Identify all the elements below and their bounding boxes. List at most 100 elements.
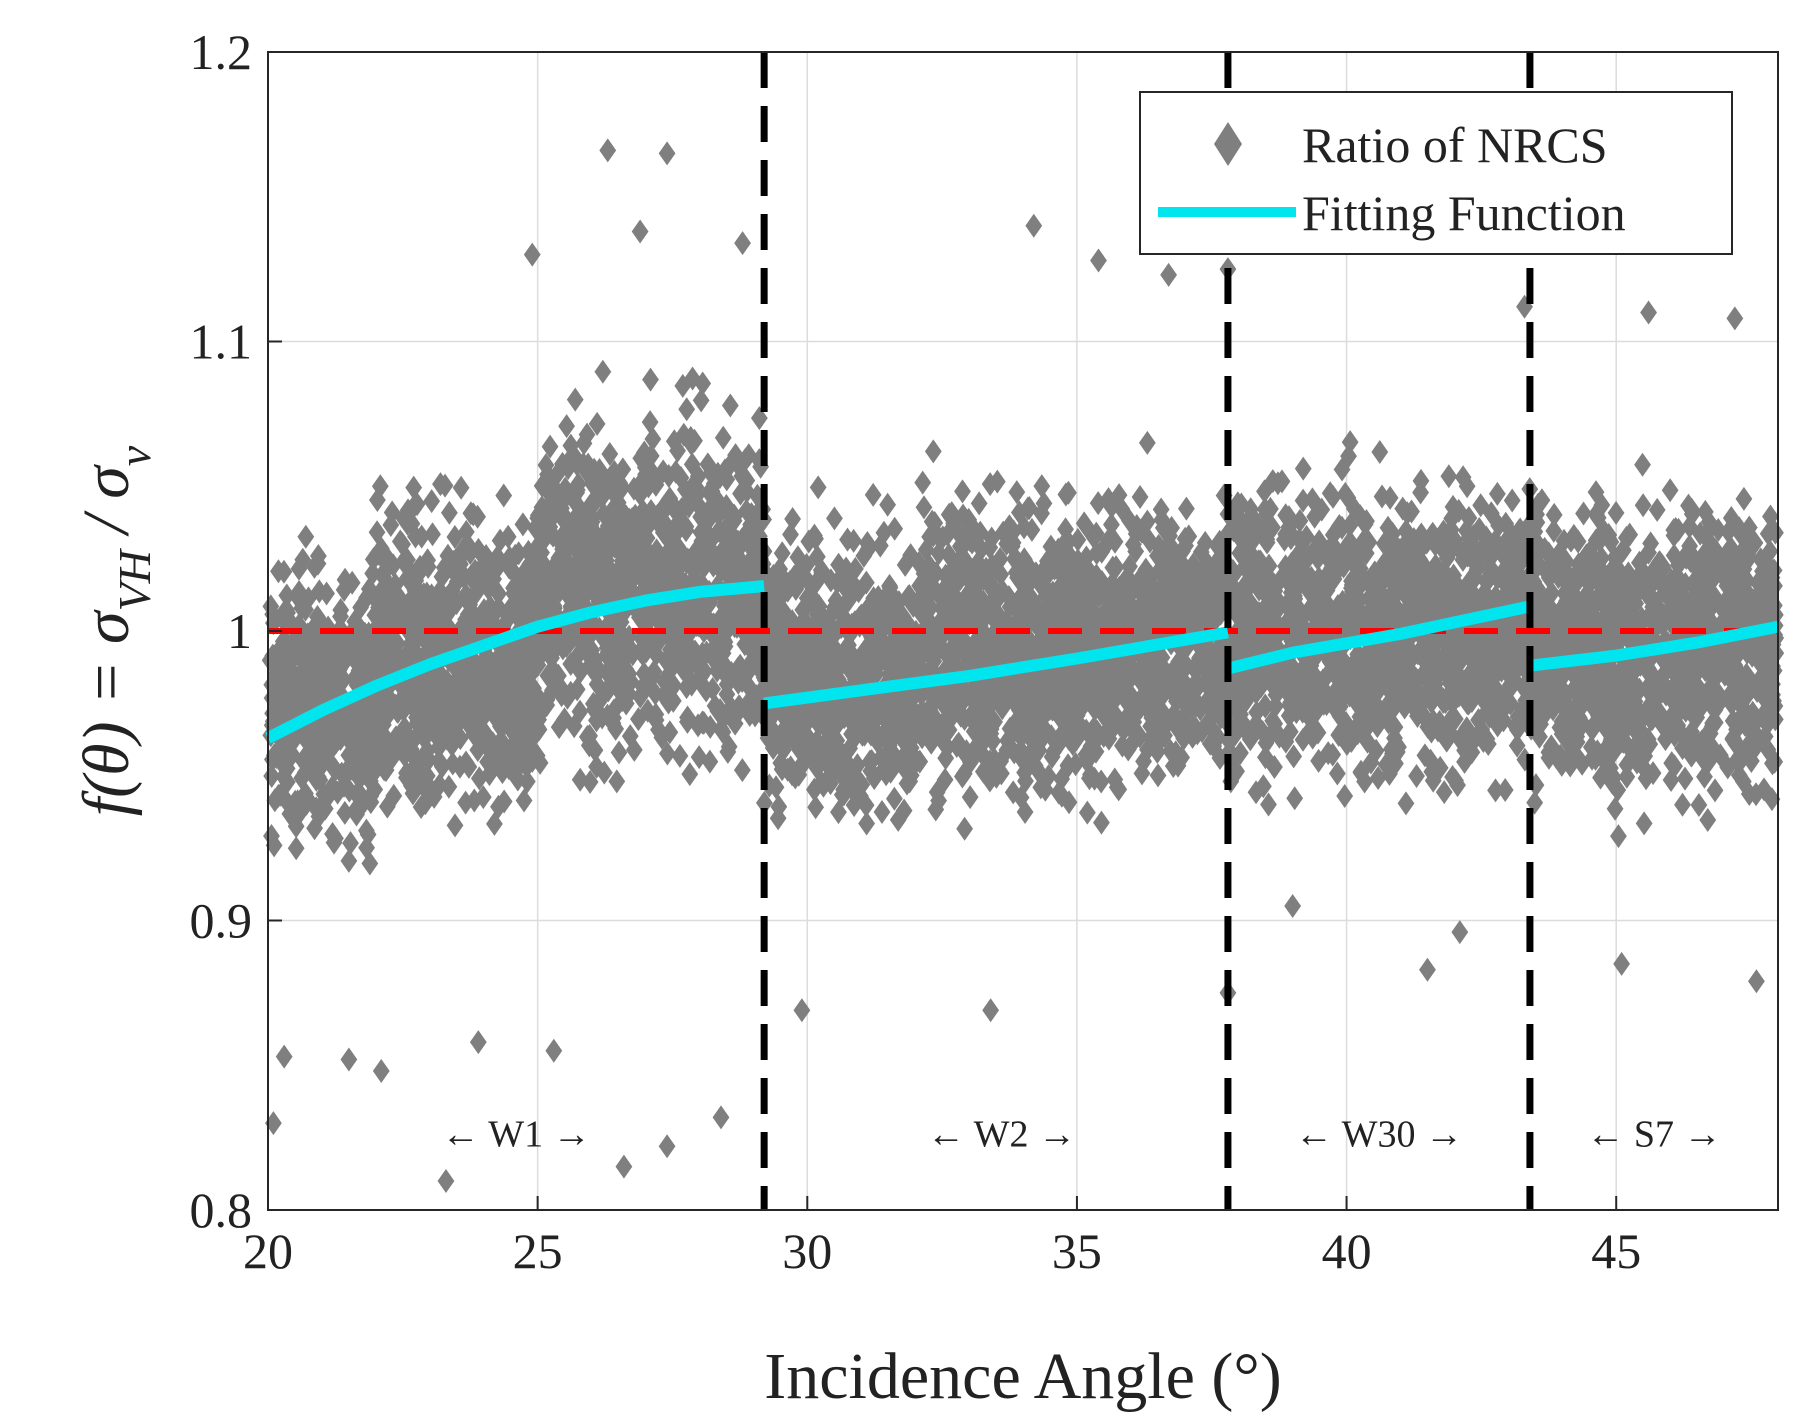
scatter-point-228 — [348, 782, 365, 807]
scatter-point-2032 — [618, 563, 636, 588]
scatter-point-1824 — [679, 709, 696, 734]
scatter-point-455 — [270, 559, 287, 584]
scatter-point-370 — [306, 725, 324, 750]
scatter-point-3743 — [1122, 733, 1140, 758]
scatter-point-2100 — [737, 555, 754, 580]
scatter-point-3970 — [1180, 524, 1198, 549]
scatter-point-799 — [481, 551, 498, 576]
scatter-point-4900 — [1256, 479, 1273, 504]
scatter-point-2136 — [807, 795, 825, 820]
scatter-point-4060 — [1022, 641, 1040, 666]
scatter-point-2669 — [806, 523, 823, 548]
scatter-point-2311 — [782, 522, 799, 547]
scatter-point-2080 — [599, 703, 616, 728]
scatter-point-1021 — [458, 531, 476, 556]
scatter-point-1102 — [433, 754, 451, 779]
scatter-point-1688 — [671, 743, 689, 768]
scatter-point-3988 — [1081, 675, 1099, 700]
scatter-point-351 — [277, 788, 295, 813]
scatter-point-380 — [306, 816, 323, 841]
scatter-point-4372 — [1435, 780, 1453, 805]
scatter-point-3949 — [962, 583, 980, 608]
scatter-point-3406 — [936, 767, 954, 792]
scatter-point-3762 — [1187, 715, 1204, 740]
scatter-point-3646 — [1060, 790, 1078, 815]
scatter-point-3732 — [1183, 694, 1201, 719]
scatter-point-4080 — [1143, 670, 1161, 695]
scatter-point-2094 — [714, 425, 732, 450]
scatter-point-306 — [276, 706, 294, 731]
scatter-point-381 — [347, 641, 365, 666]
scatter-point-1109 — [446, 716, 464, 741]
scatter-point-4656 — [1431, 755, 1449, 780]
scatter-point-2695 — [845, 528, 863, 553]
scatter-point-1108 — [451, 754, 469, 779]
scatter-point-331 — [362, 790, 380, 815]
scatter-point-2152 — [864, 482, 882, 507]
scatter-point-4088 — [1050, 600, 1068, 625]
scatter-point-2431 — [826, 506, 843, 531]
scatter-point-3891 — [1072, 662, 1089, 687]
scatter-point-3395 — [1004, 780, 1022, 805]
scatter-point-3922 — [1092, 769, 1110, 794]
scatter-point-1981 — [682, 650, 700, 675]
scatter-point-4570 — [1422, 748, 1440, 773]
scatter-point-2706 — [836, 648, 854, 673]
scatter-point-387 — [318, 686, 335, 711]
scatter-point-347 — [264, 701, 282, 726]
scatter-point-3305 — [1149, 708, 1167, 733]
scatter-point-4045 — [1006, 690, 1024, 715]
scatter-point-4920 — [1324, 742, 1342, 767]
scatter-point-1057 — [515, 788, 533, 813]
scatter-point-2104 — [671, 500, 689, 525]
scatter-point-289 — [297, 524, 315, 549]
scatter-point-4021 — [1026, 688, 1044, 713]
scatter-point-4947 — [1280, 571, 1298, 596]
scatter-point-4451 — [1317, 642, 1335, 667]
scatter-point-4982 — [1296, 560, 1313, 585]
scatter-point-2000 — [646, 565, 664, 590]
scatter-point-1074 — [518, 559, 535, 584]
scatter-point-2002 — [620, 507, 638, 532]
scatter-point-3960 — [924, 523, 942, 548]
scatter-point-948 — [509, 767, 527, 792]
scatter-point-4051 — [977, 558, 995, 583]
scatter-point-3080 — [1071, 574, 1089, 599]
scatter-point-436 — [309, 551, 327, 576]
scatter-point-4788 — [1503, 488, 1521, 513]
scatter-point-3812 — [1013, 629, 1031, 654]
scatter-point-4727 — [1442, 637, 1460, 662]
scatter-point-3243 — [1048, 578, 1066, 603]
scatter-point-1933 — [682, 425, 700, 450]
scatter-point-2090 — [657, 648, 675, 673]
scatter-point-2664 — [766, 606, 783, 631]
scatter-point-4795 — [1434, 577, 1451, 602]
scatter-point-2001 — [613, 681, 630, 706]
scatter-point-1059 — [383, 733, 401, 758]
scatter-point-1194 — [531, 750, 549, 775]
scatter-point-4551 — [1260, 792, 1277, 817]
scatter-point-1084 — [498, 688, 516, 713]
scatter-point-4043 — [1213, 564, 1231, 589]
scatter-point-4660 — [1232, 740, 1249, 765]
scatter-point-2727 — [778, 658, 795, 683]
scatter-point-4482 — [1416, 743, 1434, 768]
scatter-point-2572 — [770, 794, 788, 819]
scatter-point-3820 — [1025, 742, 1043, 767]
scatter-point-4064 — [1062, 549, 1080, 574]
scatter-point-4894 — [1221, 728, 1239, 753]
scatter-point-4046 — [1095, 609, 1112, 634]
scatter-point-4840 — [1451, 680, 1469, 705]
scatter-point-696 — [452, 475, 470, 500]
scatter-point-3580 — [1138, 430, 1156, 455]
scatter-point-3758 — [944, 637, 961, 662]
scatter-point-1115 — [456, 681, 474, 706]
scatter-point-713 — [371, 474, 389, 499]
scatter-point-903 — [484, 731, 502, 756]
scatter-point-3802 — [986, 709, 1003, 734]
scatter-point-4725 — [1489, 713, 1507, 738]
scatter-point-918 — [408, 705, 425, 730]
scatter-point-3287 — [956, 816, 974, 841]
scatter-point-2061 — [545, 488, 563, 513]
scatter-point-2044 — [574, 451, 592, 476]
